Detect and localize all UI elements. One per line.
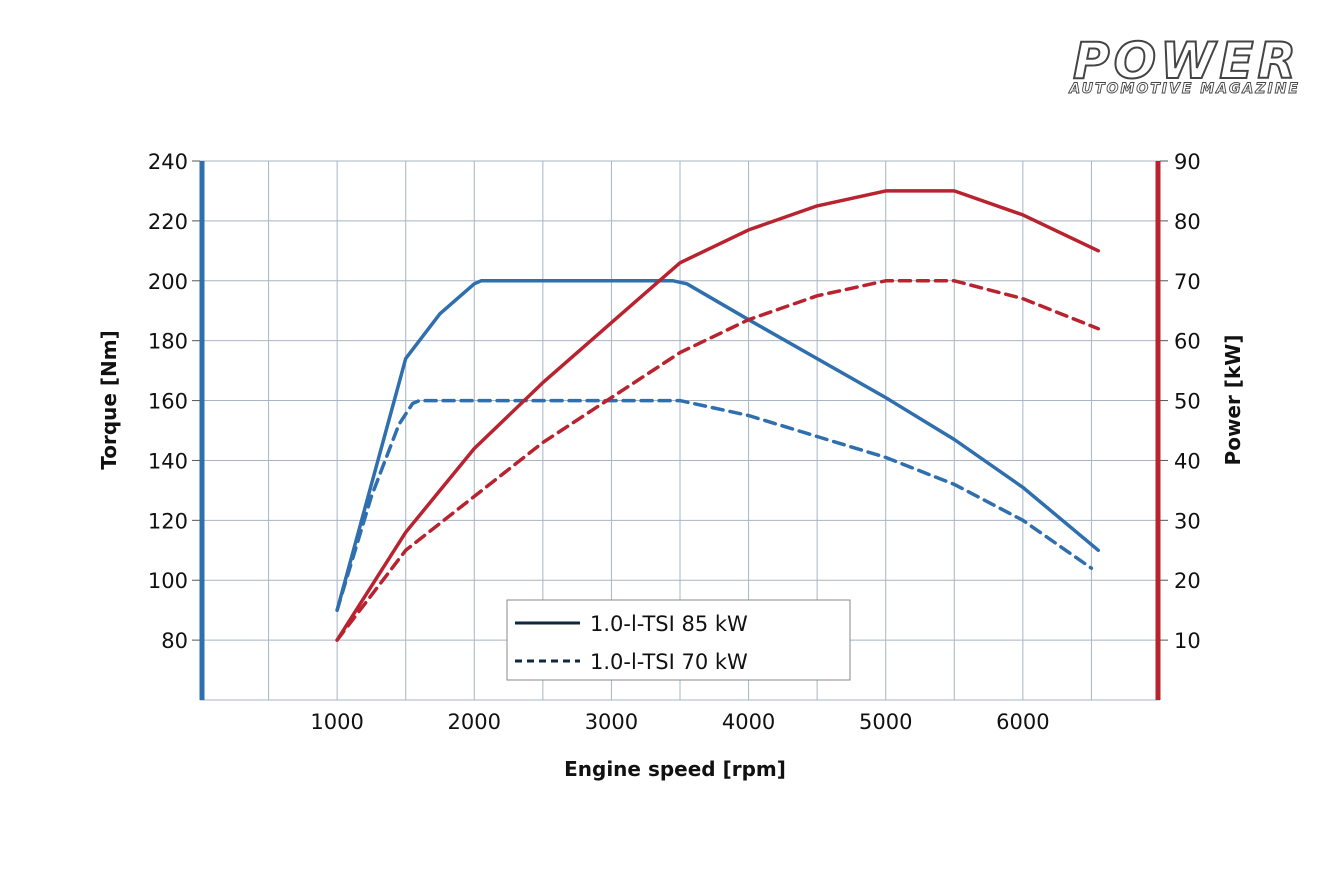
legend-label-70kw: 1.0-l-TSI 70 kW xyxy=(590,650,748,674)
x-tick-label: 5000 xyxy=(859,710,912,734)
left-y-tick-label: 80 xyxy=(161,629,188,653)
left-y-tick-label: 240 xyxy=(148,150,188,174)
left-y-tick-labels: 80 100 120 140 160 180 200 220 240 xyxy=(148,150,188,653)
left-y-tick-label: 100 xyxy=(148,569,188,593)
x-tick-labels: 1000 2000 3000 4000 5000 6000 xyxy=(310,710,1049,734)
x-tick-label: 4000 xyxy=(722,710,775,734)
legend-box xyxy=(506,599,851,681)
right-y-tick-label: 90 xyxy=(1174,150,1201,174)
chart-legend: 1.0-l-TSI 85 kW 1.0-l-TSI 70 kW xyxy=(506,599,851,681)
left-y-tick-label: 160 xyxy=(148,390,188,414)
x-axis-title: Engine speed [rpm] xyxy=(564,757,786,781)
chart-axes xyxy=(192,160,1168,700)
right-y-tick-label: 20 xyxy=(1174,569,1201,593)
right-y-tick-label: 30 xyxy=(1174,509,1201,533)
left-y-axis-title: Torque [Nm] xyxy=(97,330,121,470)
x-tick-label: 2000 xyxy=(448,710,501,734)
left-y-tick-label: 180 xyxy=(148,330,188,354)
chart-series xyxy=(335,189,1101,642)
right-y-tick-labels: 10 20 30 40 50 60 70 80 90 xyxy=(1174,150,1201,653)
right-y-tick-label: 10 xyxy=(1174,629,1201,653)
logo-subtitle: AUTOMOTIVE MAGAZINE xyxy=(1068,81,1300,97)
right-y-tick-label: 60 xyxy=(1174,330,1201,354)
right-y-tick-label: 40 xyxy=(1174,449,1201,473)
left-y-tick-label: 120 xyxy=(148,509,188,533)
left-y-tick-label: 220 xyxy=(148,210,188,234)
legend-label-85kw: 1.0-l-TSI 85 kW xyxy=(590,612,748,636)
right-y-tick-label: 80 xyxy=(1174,210,1201,234)
x-tick-label: 3000 xyxy=(585,710,638,734)
power-curve-85kw-line xyxy=(335,189,1101,642)
x-tick-label: 6000 xyxy=(996,710,1049,734)
left-y-tick-label: 140 xyxy=(148,449,188,473)
power-curve-70kw-line xyxy=(335,279,1101,642)
x-tick-label: 1000 xyxy=(310,710,363,734)
right-y-tick-label: 50 xyxy=(1174,390,1201,414)
torque-curve-85kw-line xyxy=(335,279,1101,612)
torque-curve-70kw-line xyxy=(335,398,1094,612)
power-magazine-logo: POWER AUTOMOTIVE MAGAZINE xyxy=(1068,31,1300,97)
logo-title: POWER xyxy=(1073,32,1300,90)
right-y-axis-title: Power [kW] xyxy=(1221,335,1245,466)
right-y-tick-label: 70 xyxy=(1174,270,1201,294)
left-y-tick-label: 200 xyxy=(148,270,188,294)
